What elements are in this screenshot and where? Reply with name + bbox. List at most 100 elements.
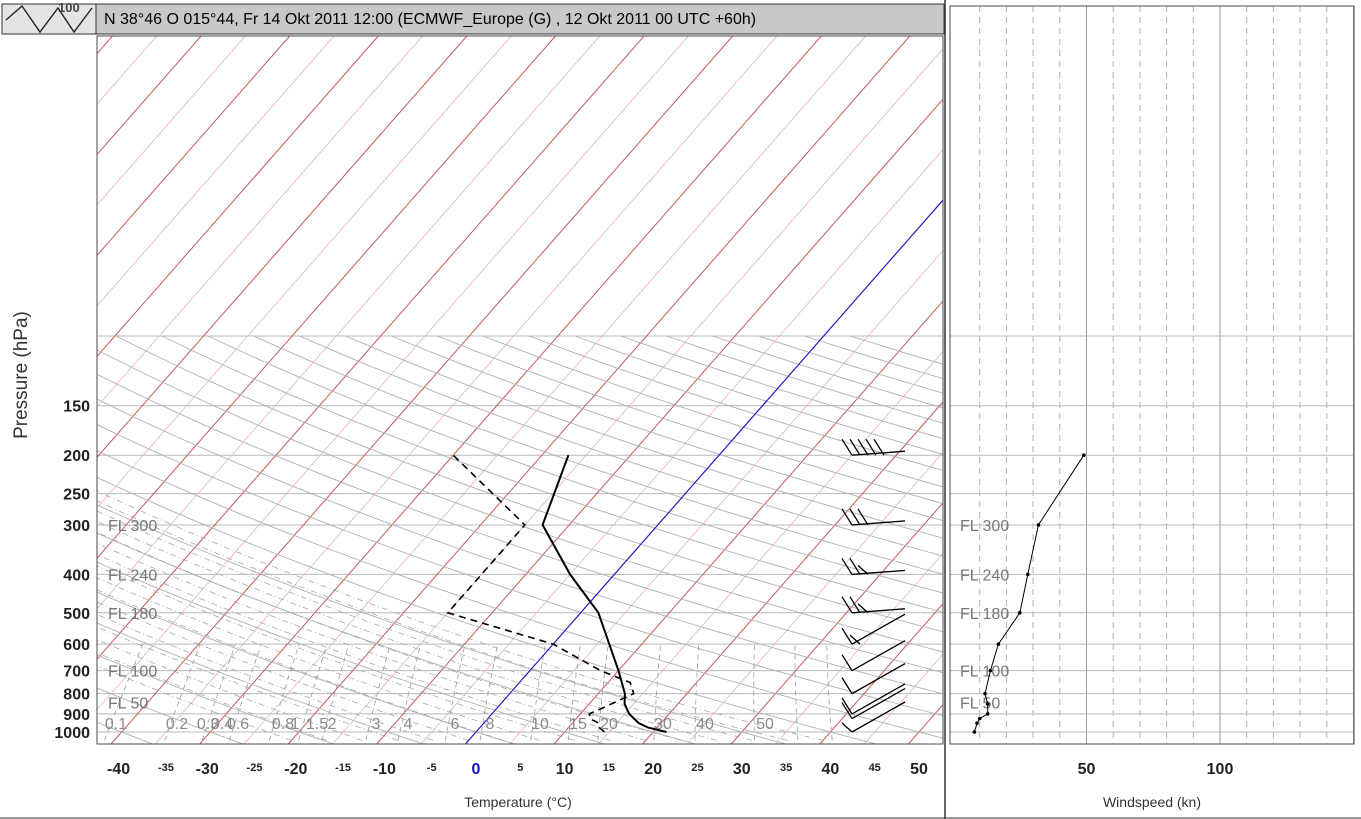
flight-level-label: FL 240 [108, 567, 157, 584]
wind-barb-shaft [851, 613, 906, 645]
moist-adiabat-line [97, 665, 292, 741]
dry-adiabat-line [97, 373, 943, 674]
wind-barb [841, 640, 906, 672]
isotherm-line [110, 36, 734, 744]
flight-level-label: FL 300 [108, 518, 157, 535]
wind-barb-shaft [851, 663, 906, 695]
wind-barb [841, 701, 906, 733]
mixing-ratio-line [397, 644, 421, 741]
flight-level-labels: FL 300 FL 240 FL 180 FL 100 FL 50 [108, 518, 157, 712]
wind-barb-shaft [851, 701, 906, 733]
isotherm-line [97, 36, 291, 257]
wind-barb-flag [841, 702, 853, 719]
wind-barb-flag [841, 627, 853, 645]
y-axis-label: Pressure (hPa) [11, 311, 32, 439]
windspeed-frame [949, 5, 1355, 745]
isotherm-line [97, 36, 423, 408]
windspeed-tick-labels: 50 100 [1078, 761, 1234, 778]
moist-adiabat-line [97, 614, 434, 741]
isotherm-line [97, 36, 512, 509]
mixing-ratio-line [104, 643, 144, 741]
pressure-tick-label: 400 [63, 567, 90, 584]
isotherm-line [376, 98, 943, 744]
temperature-tick-label: 0 [472, 761, 481, 778]
dry-adiabat-line [207, 335, 943, 594]
mixing-ratio-label: 0.1 [105, 716, 127, 733]
temperature-minor-tick-label: -25 [247, 762, 263, 774]
pressure-tick-label: 800 [63, 687, 90, 704]
dry-adiabat-line [97, 654, 335, 744]
mixing-ratio-label: 30 [654, 716, 672, 733]
dry-adiabat-line [161, 335, 943, 613]
dry-adiabat-line [345, 335, 943, 539]
isotherm-line [97, 36, 556, 559]
wind-barb-shaft [851, 640, 906, 672]
isotherm-line [97, 36, 246, 206]
wind-barb [841, 508, 906, 526]
moist-adiabat-line [97, 521, 717, 741]
pressure-tick-label: 500 [63, 606, 90, 623]
mixing-ratio-label: 1.5 [306, 716, 328, 733]
wind-barb-flag [857, 508, 869, 526]
corner-tick-label: 100 [58, 0, 80, 15]
mixing-ratio-line [321, 643, 350, 741]
wind-barb-flag [849, 558, 861, 575]
mixing-ratio-labels: 0.1 0.2 0.30.40.6 0.81 1.5 2 3 4 6 8 10 15 20 30 40 50 [105, 716, 774, 733]
mixing-ratio-label: 0.4 [211, 716, 233, 733]
mixing-ratio-label: 3 [372, 716, 381, 733]
dry-adiabat-line [97, 476, 878, 744]
dry-adiabat-line [115, 335, 943, 633]
moist-adiabat-line [97, 589, 505, 741]
moist-adiabat-line [97, 500, 788, 741]
moist-adiabat-line [97, 531, 682, 741]
dry-adiabat-line [97, 561, 607, 744]
wind-barb-flag [857, 564, 869, 575]
temperature-tick-label: 10 [556, 761, 574, 778]
pressure-tick-label: 700 [63, 664, 90, 681]
isotherm-line [819, 602, 943, 744]
isotherm-line [97, 36, 689, 711]
skewt-grid [97, 36, 943, 744]
mixing-ratio-label: 0.8 [272, 716, 294, 733]
dry-adiabat-line [97, 591, 516, 744]
wind-barb-shaft [851, 608, 906, 614]
windspeed-flight-level-label: FL 100 [960, 664, 1009, 681]
mixing-ratio-line [530, 644, 546, 741]
temperature-minor-tick-label: -15 [335, 762, 351, 774]
isotherm-line [287, 36, 911, 744]
temperature-minor-tick-label: 35 [780, 762, 792, 774]
isotherm-line [642, 401, 943, 744]
moist-adiabat-line [97, 542, 646, 741]
temperature-tick-label: 40 [822, 761, 840, 778]
isotherm-line [97, 36, 379, 358]
dry-adiabat-line [97, 622, 426, 744]
windspeed-axis-label: Windspeed (kn) [1103, 794, 1201, 810]
wind-barb-flag [841, 438, 853, 456]
mixing-ratio-label: 15 [569, 716, 587, 733]
mixing-ratio-line [229, 643, 262, 741]
windspeed-flight-level-label: FL 240 [960, 567, 1009, 584]
wind-barb-shaft [851, 688, 906, 720]
isotherm-line [332, 48, 943, 744]
wind-barb-flag [841, 508, 853, 526]
temperature-tick-label: 50 [910, 761, 928, 778]
isotherm-line [243, 36, 866, 744]
pressure-tick-label: 1000 [54, 725, 90, 742]
windspeed-panel: FL 300 FL 240 FL 180 FL 100 FL 50 50 100 [949, 5, 1355, 778]
mixing-ratio-label: 0.6 [227, 716, 249, 733]
sounding-curves [446, 454, 667, 733]
windspeed-point [972, 730, 977, 734]
isotherm-line [199, 36, 822, 744]
isotherm-line [509, 249, 943, 744]
wind-barb-flag [841, 654, 853, 672]
wind-barb-flag [873, 438, 885, 456]
temperature-tick-label: -20 [284, 761, 307, 778]
pressure-tick-label: 300 [63, 518, 90, 535]
pressure-tick-label: 900 [63, 707, 90, 724]
flight-level-label: FL 50 [108, 695, 148, 712]
pressure-tick-label: 150 [63, 399, 90, 416]
temperature-minor-tick-label: 15 [603, 762, 615, 774]
moist-adiabat-line [97, 565, 576, 741]
